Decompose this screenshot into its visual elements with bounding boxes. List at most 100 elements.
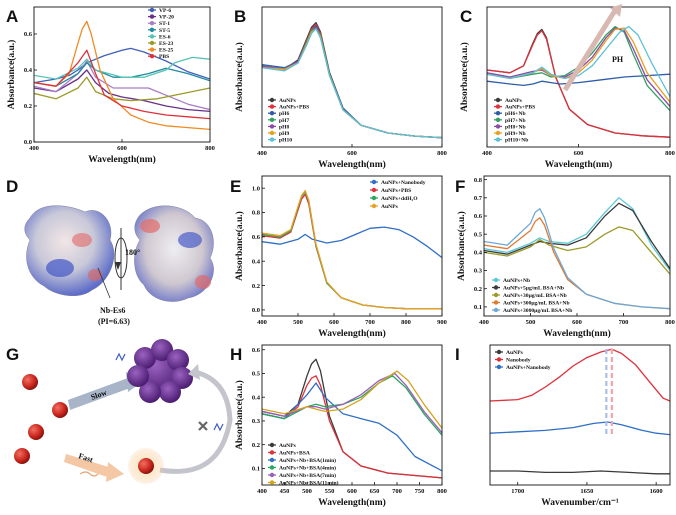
y-tick-label: 0.0 xyxy=(252,307,260,314)
x-tick-label: 600 xyxy=(574,150,584,157)
panel-label-a: A xyxy=(6,7,18,26)
x-tick-label: 800 xyxy=(665,319,675,326)
legend-marker xyxy=(269,124,275,129)
y-tick-label: 0.5 xyxy=(252,371,261,378)
x-tick-label: 750 xyxy=(415,488,425,495)
nanobody-icon xyxy=(115,352,126,362)
fast-arrow-head-icon xyxy=(106,462,124,482)
series-line-c-2 xyxy=(487,73,670,87)
x-axis-label: Wavelength(nm) xyxy=(545,159,613,170)
series-line-b-6 xyxy=(262,28,442,139)
series-line-i-0 xyxy=(490,470,670,475)
fast-arrow xyxy=(64,454,112,478)
x-tick-label: 600 xyxy=(117,145,127,152)
legend-marker xyxy=(149,40,155,46)
x-tick-label: 600 xyxy=(572,319,582,326)
y-tick-label: 0.2 xyxy=(474,286,482,293)
protein-surface-front xyxy=(24,205,115,297)
aggregate-bead xyxy=(167,349,189,371)
x-axis-label: Wavelength(nm) xyxy=(318,497,386,508)
legend-label: AuNPs+Nb+BSA(11min) xyxy=(279,480,339,487)
legend-marker xyxy=(371,195,377,201)
x-tick-label: 1650 xyxy=(580,488,593,495)
y-tick-label: 0.7 xyxy=(474,195,483,202)
y-tick-label: 0.2 xyxy=(252,283,260,290)
x-axis-label: Wavelength(nm) xyxy=(318,159,386,170)
x-tick-label: 900 xyxy=(437,319,447,326)
legend-marker xyxy=(269,450,275,455)
legend-marker xyxy=(269,130,275,136)
gold-nanoparticle xyxy=(22,374,38,390)
panel-label-e: E xyxy=(230,177,241,196)
isoelectric-point-label: (PI=6.63) xyxy=(98,317,130,326)
y-tick-label: 0.8 xyxy=(252,210,261,217)
x-tick-label: 400 xyxy=(257,150,267,157)
y-tick-label: 0.4 xyxy=(252,258,261,265)
legend-label: pH7+Nb xyxy=(505,118,526,124)
legend-label: pH9 xyxy=(279,131,289,137)
legend-label: AuNPs+3000μg/mL BSA+Nb xyxy=(503,308,572,314)
aggregate-bead xyxy=(134,347,156,369)
y-tick-label: 0.6 xyxy=(24,31,33,38)
legend-label: AuNPs+BSA xyxy=(279,451,310,457)
legend-label: AuNPs+Nb xyxy=(503,278,530,284)
x-tick-label: 1700 xyxy=(511,488,524,495)
chart-panel-f: 400 500 600 700 800 0.1 0.2 0.3 0.4 0.5 0.6 0.7 0.8 W… xyxy=(456,175,675,339)
y-tick-label: 0.4 xyxy=(252,394,261,401)
y-tick-label: 0.6 xyxy=(252,234,261,241)
legend-marker xyxy=(269,465,275,470)
negative-patch xyxy=(195,275,211,289)
aggregate-bead xyxy=(151,339,173,361)
legend-marker xyxy=(269,117,275,123)
legend-marker xyxy=(493,285,499,290)
panel-label-g: G xyxy=(6,345,19,364)
legend-label: pH8 xyxy=(279,124,289,130)
legend-marker xyxy=(269,111,275,116)
legend-marker xyxy=(496,357,502,362)
plot-frame-e xyxy=(261,175,443,317)
legend-label: AuNPs xyxy=(279,98,297,104)
series-line-a-7 xyxy=(34,49,210,120)
legend-label: AuNPs+Nb+BSA(7min) xyxy=(279,472,336,479)
x-tick-label: 450 xyxy=(280,488,290,495)
x-axis-label: Wavelength(nm) xyxy=(543,328,611,339)
legend-label: pH6 xyxy=(279,111,289,117)
panel-g-schematic: Slow Fast xyxy=(14,339,233,484)
negative-patch xyxy=(140,219,160,233)
legend-marker xyxy=(269,480,275,485)
legend-label: AuNPs xyxy=(506,350,524,356)
y-tick-label: 0.4 xyxy=(474,250,483,257)
legend-label: AuNPs+Nanobody xyxy=(381,180,426,186)
x-tick-label: 800 xyxy=(665,150,675,157)
slow-arrow xyxy=(68,378,130,410)
chart-panel-h: 400 450 500 550 600 650 700 750 800 0.1 0.2 0.3 0.4 0… xyxy=(234,344,447,508)
legend-label: AuNPs+5μg/mL BSA+Nb xyxy=(503,286,564,292)
legend-marker xyxy=(269,97,275,103)
legend-label: pH10 xyxy=(279,138,292,144)
legend-marker xyxy=(149,21,155,26)
series-line-e-1 xyxy=(262,193,442,310)
x-tick-label: 800 xyxy=(437,488,447,495)
series-line-a-2 xyxy=(34,60,210,111)
y-axis-label: Absorbance(a.u.) xyxy=(456,211,467,281)
series-line-c-1 xyxy=(487,30,670,138)
ph-arrow-annotation: PH xyxy=(562,4,624,92)
x-tick-label: 650 xyxy=(370,488,380,495)
legend-label: AuNPs+Nb+BSA(1min) xyxy=(279,457,336,464)
negative-patch xyxy=(88,269,102,281)
rotation-angle-label: 180° xyxy=(125,248,140,257)
series-line-i-2 xyxy=(490,421,670,436)
panel-label-i: I xyxy=(455,345,460,364)
gold-nanoparticle xyxy=(28,424,44,440)
y-axis-label: Absorbance(a.u.) xyxy=(234,211,245,281)
y-axis-label: Absorbance(a.u.) xyxy=(234,42,245,112)
ph-arrow-shaft xyxy=(562,7,619,92)
y-tick-label: 0.8 xyxy=(474,177,483,184)
y-tick-label: 0.6 xyxy=(474,213,483,220)
series-line-h-4 xyxy=(262,372,442,434)
x-tick-label: 400 xyxy=(479,319,489,326)
series-line-e-0 xyxy=(262,226,442,259)
cycle-arrow xyxy=(159,369,233,474)
legend-marker xyxy=(269,442,275,448)
plot-frame-a xyxy=(33,6,211,143)
